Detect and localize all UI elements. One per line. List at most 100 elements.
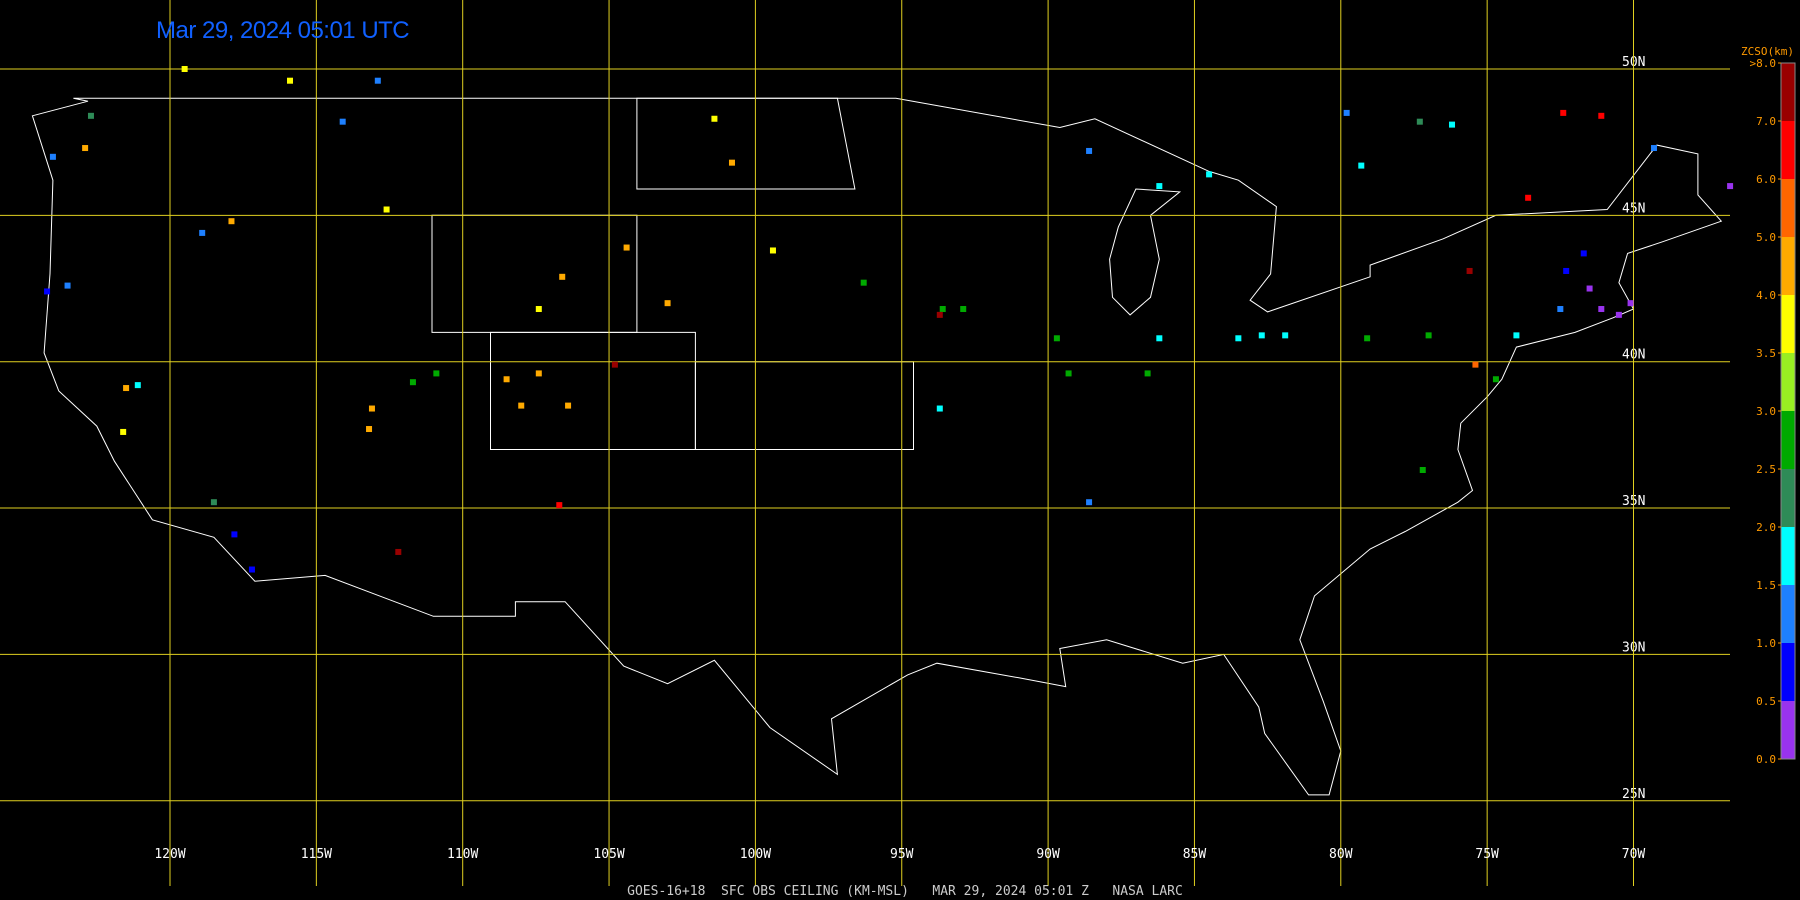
title: Mar 29, 2024 05:01 UTC: [156, 17, 409, 44]
colorbar-segment: [1781, 527, 1795, 585]
colorbar-label: 3.5: [1756, 347, 1776, 360]
station: [769, 247, 776, 254]
longitude-label: 70W: [1622, 847, 1646, 862]
longitude-label: 85W: [1183, 847, 1207, 862]
colorbar-segment: [1781, 469, 1795, 527]
station: [1416, 118, 1423, 125]
colorbar-segment: [1781, 585, 1795, 643]
station: [960, 306, 967, 313]
state-outline: [636, 97, 856, 190]
station: [1560, 109, 1567, 116]
footer: GOES-16+18 SFC OBS CEILING (KM-MSL) MAR …: [627, 884, 1183, 899]
station: [1053, 335, 1060, 342]
longitude-label: 105W: [593, 847, 624, 862]
station: [1258, 332, 1265, 339]
station: [535, 306, 542, 313]
colorbar-segment: [1781, 179, 1795, 237]
station: [503, 376, 510, 383]
colorbar-label: 1.5: [1756, 579, 1776, 592]
stations: [44, 66, 1734, 573]
station: [939, 306, 946, 313]
station: [1650, 145, 1657, 152]
station: [339, 118, 346, 125]
station: [395, 548, 402, 555]
station: [82, 145, 89, 152]
station: [231, 531, 238, 538]
colorbar-label: 1.0: [1756, 637, 1776, 650]
colorbar-label: 2.5: [1756, 463, 1776, 476]
colorbar-segment: [1781, 63, 1795, 121]
station: [535, 370, 542, 377]
station: [1086, 499, 1093, 506]
station: [936, 405, 943, 412]
station: [728, 159, 735, 166]
station: [134, 382, 141, 389]
station: [1557, 306, 1564, 313]
colorbar-segment: [1781, 411, 1795, 469]
station: [1206, 171, 1213, 178]
colorbar-label: 0.0: [1756, 753, 1776, 766]
colorbar-segment: [1781, 701, 1795, 759]
station: [1419, 466, 1426, 473]
station: [228, 218, 235, 225]
station: [120, 428, 127, 435]
station: [936, 311, 943, 318]
station: [1513, 332, 1520, 339]
colorbar-label: 4.0: [1756, 289, 1776, 302]
colorbar: ZCSO(km) 0.0 0.5 1.0 1.5 2.0 2.5 3.0 3.5 4.0 5.0 6.…: [1741, 45, 1796, 766]
station: [181, 66, 188, 72]
station: [611, 361, 618, 368]
station: [433, 370, 440, 377]
station: [1425, 332, 1432, 339]
station: [64, 282, 71, 289]
station: [1727, 183, 1734, 190]
station: [1156, 183, 1163, 190]
station: [1563, 267, 1570, 274]
station: [559, 273, 566, 280]
station: [623, 244, 630, 251]
station: [1598, 306, 1605, 313]
station: [1235, 335, 1242, 342]
station: [409, 379, 416, 386]
station: [49, 153, 56, 160]
colorbar-segment: [1781, 295, 1795, 353]
colorbar-title: ZCSO(km): [1741, 45, 1794, 58]
station: [123, 385, 130, 392]
colorbar-label: 2.0: [1756, 521, 1776, 534]
station: [1615, 311, 1622, 318]
station: [1343, 109, 1350, 116]
station: [860, 279, 867, 286]
longitude-label: 110W: [447, 847, 478, 862]
station: [1065, 370, 1072, 377]
station: [556, 502, 563, 509]
station: [1282, 332, 1289, 339]
station: [1472, 361, 1479, 368]
station: [1627, 300, 1634, 307]
station: [1598, 112, 1605, 119]
colorbar-label: 5.0: [1756, 231, 1776, 244]
colorbar-segment: [1781, 643, 1795, 701]
longitude-label: 115W: [301, 847, 332, 862]
longitude-label: 120W: [154, 847, 185, 862]
colorbar-label: >8.0: [1750, 57, 1777, 70]
station: [1586, 285, 1593, 292]
station: [44, 288, 51, 295]
station: [368, 405, 375, 412]
station: [1525, 194, 1532, 201]
longitude-label: 75W: [1475, 847, 1499, 862]
colorbar-label: 0.5: [1756, 695, 1776, 708]
station: [565, 402, 572, 409]
station: [1492, 376, 1499, 383]
lake-outline: [1109, 188, 1182, 316]
station: [1358, 162, 1365, 169]
us-outline: [31, 97, 1723, 796]
station: [1580, 250, 1587, 257]
station: [374, 77, 381, 84]
station: [1449, 121, 1456, 128]
colorbar-segment: [1781, 237, 1795, 295]
longitude-label: 80W: [1329, 847, 1353, 862]
station: [248, 566, 255, 573]
